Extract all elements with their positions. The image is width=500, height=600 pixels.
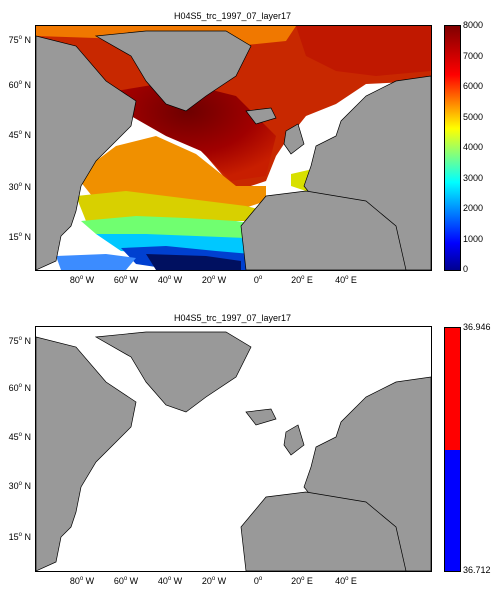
lat-label-60: 60o N xyxy=(8,80,31,90)
colorbar-tick-4000: 4000 xyxy=(463,142,484,152)
lon-label-40W: 40o W xyxy=(157,576,183,586)
lat-label-75: 75o N xyxy=(8,336,31,346)
bottom-colorbar xyxy=(444,327,461,572)
colorbar-tick-7000: 7000 xyxy=(463,50,484,61)
lat-label-30: 30o N xyxy=(8,182,31,192)
lon-label-0: 0o xyxy=(253,576,263,586)
lat-label-30: 30o N xyxy=(8,481,31,491)
colorbar-tick-5000: 5000 xyxy=(463,111,484,122)
lat-label-15: 15o N xyxy=(8,532,31,542)
lon-label-20E: 20o E xyxy=(291,275,313,285)
colorbar-tick-0: 0 xyxy=(463,264,469,274)
bottom-map-svg xyxy=(36,331,431,571)
colorbar-tick-1000: 1000 xyxy=(463,233,484,244)
lat-label-75: 75o N xyxy=(8,35,31,45)
lat-label-15: 15o N xyxy=(8,232,31,242)
top-map-svg xyxy=(36,26,431,270)
bottom-colorbar-max: 36.946 xyxy=(463,322,491,332)
lon-label-20W: 20o W xyxy=(201,275,227,285)
bottom-colorbar-min: 36.712 xyxy=(463,565,491,575)
bottom-map xyxy=(35,326,432,572)
top-map xyxy=(35,25,432,271)
bottom-colorbar-bottom xyxy=(445,449,460,571)
bottom-colorbar-top xyxy=(445,328,460,450)
lat-label-60: 60o N xyxy=(8,383,31,393)
lon-label-60W: 60o W xyxy=(113,275,139,285)
lon-label-20W: 20o W xyxy=(201,576,227,586)
lon-label-80W: 80o W xyxy=(69,576,95,586)
top-map-title: H04S5_trc_1997_07_layer17 xyxy=(173,11,292,21)
bottom-map-title: H04S5_trc_1997_07_layer17 xyxy=(173,313,292,323)
lon-label-40W: 40o W xyxy=(157,275,183,285)
lon-label-80W: 80o W xyxy=(69,275,95,285)
lon-label-40E: 40o E xyxy=(335,576,357,586)
top-colorbar xyxy=(444,25,461,271)
colorbar-tick-3000: 3000 xyxy=(463,172,484,183)
lat-label-45: 45o N xyxy=(8,130,31,140)
lon-label-60W: 60o W xyxy=(113,576,139,586)
land-masses xyxy=(36,30,431,270)
tracer-field xyxy=(36,26,431,270)
colorbar-tick-8000: 8000 xyxy=(463,20,484,30)
lon-label-20E: 20o E xyxy=(291,576,313,586)
lat-label-45: 45o N xyxy=(8,432,31,442)
land-masses-bottom xyxy=(36,331,431,571)
colorbar-tick-2000: 2000 xyxy=(463,203,484,213)
lon-label-0: 0o xyxy=(253,275,263,285)
lon-label-40E: 40o E xyxy=(335,275,357,285)
colorbar-tick-6000: 6000 xyxy=(463,81,484,91)
